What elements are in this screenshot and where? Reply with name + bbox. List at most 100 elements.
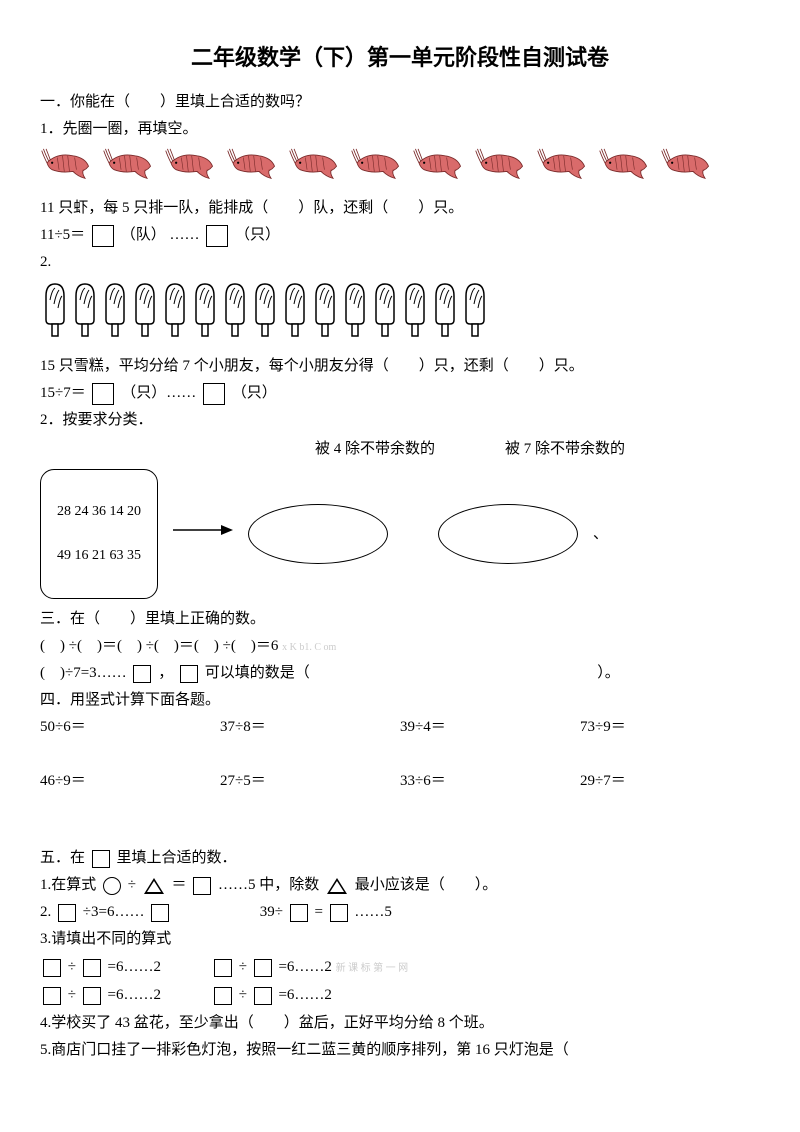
sec3-line1: ( ) ÷( )＝( ) ÷( )＝( ) ÷( )＝6 x K b1. C o…	[40, 634, 760, 658]
shrimp-icon	[598, 147, 650, 190]
q1-a: 1.在算式	[40, 877, 96, 893]
q5-1: 1.在算式 ÷ ＝ ……5 中，除数 最小应该是（ ）。	[40, 873, 760, 897]
popsicle-icon	[370, 280, 400, 348]
shrimp-equation: 11÷5＝ （队） …… （只）	[40, 223, 760, 247]
answer-box[interactable]	[254, 987, 272, 1005]
popsicle-eq-b: （只）……	[121, 385, 196, 401]
answer-box[interactable]	[290, 904, 308, 922]
sec3-heading: 三．在（ ）里填上正确的数。	[40, 607, 760, 631]
triangle-icon	[144, 878, 164, 894]
col2-label: 被 7 除不带余数的	[495, 437, 635, 461]
q2-a: 2.	[40, 904, 51, 920]
answer-box[interactable]	[214, 987, 232, 1005]
eq-item: ÷ =6……2 新 课 标 第 一 网	[211, 955, 408, 979]
answer-box[interactable]	[193, 877, 211, 895]
answer-box[interactable]	[83, 959, 101, 977]
popsicle-eq-c: （只）	[232, 385, 277, 401]
answer-box[interactable]	[214, 959, 232, 977]
shrimp-eq-b: （队） ……	[121, 227, 200, 243]
answer-box[interactable]	[206, 225, 228, 247]
eq-item: ÷ =6……2	[40, 983, 161, 1007]
popsicle-icon	[100, 280, 130, 348]
q5-5: 5.商店门口挂了一排彩色灯泡，按照一红二蓝三黄的顺序排列，第 16 只灯泡是（	[40, 1038, 760, 1062]
calc-item: 29÷7＝	[580, 769, 760, 793]
q2-b: ÷3=6……	[83, 904, 145, 920]
popsicle-icon	[400, 280, 430, 348]
answer-box[interactable]	[180, 665, 198, 683]
answer-box[interactable]	[330, 904, 348, 922]
shrimp-icon	[660, 147, 712, 190]
q5-3-label: 3.请填出不同的算式	[40, 927, 760, 951]
sec5-a: 五．在	[40, 850, 85, 866]
answer-box[interactable]	[92, 383, 114, 405]
answer-box[interactable]	[43, 987, 61, 1005]
div-sign: ÷	[68, 987, 76, 1003]
q1-b: ÷	[128, 877, 136, 893]
calc-row-1: 50÷6＝37÷8＝39÷4＝73÷9＝	[40, 715, 760, 739]
eq-text: ( ) ÷( )＝( ) ÷( )＝( ) ÷( )＝6	[40, 638, 278, 654]
popsicle-eq-a: 15÷7＝	[40, 385, 86, 401]
sec2-heading: 2．按要求分类．	[40, 408, 760, 432]
popsicle-equation: 15÷7＝ （只）…… （只）	[40, 381, 760, 405]
popsicle-icon	[460, 280, 490, 348]
classify-row: 28 24 36 14 20 49 16 21 63 35 、	[40, 469, 760, 599]
popsicle-icon	[220, 280, 250, 348]
answer-box[interactable]	[254, 959, 272, 977]
triangle-icon	[327, 878, 347, 894]
popsicle-icon	[190, 280, 220, 348]
answer-box[interactable]	[58, 904, 76, 922]
answer-box[interactable]	[83, 987, 101, 1005]
q5-3-row1: ÷ =6……2 ÷ =6……2 新 课 标 第 一 网	[40, 955, 760, 979]
eq-item: ÷ =6……2	[211, 983, 332, 1007]
answer-oval[interactable]	[438, 504, 578, 564]
answer-box[interactable]	[133, 665, 151, 683]
shrimp-icon	[474, 147, 526, 190]
popsicle-text: 15 只雪糕，平均分给 7 个小朋友，每个小朋友分得（ ）只，还剩（ ）只。	[40, 354, 760, 378]
div-sign: ÷	[239, 959, 247, 975]
shrimp-text: 11 只虾，每 5 只排一队，能排成（ ）队，还剩（ ）只。	[40, 196, 760, 220]
q1-e: 最小应该是（ ）。	[355, 877, 498, 893]
q5-2: 2. ÷3=6…… 39÷ = ……5	[40, 900, 760, 924]
arrow-icon	[173, 520, 233, 548]
div-sign: ÷	[239, 987, 247, 1003]
answer-box[interactable]	[203, 383, 225, 405]
eq-tail: =6……2	[107, 959, 160, 975]
eq-tail: =6……2	[278, 959, 331, 975]
answer-box	[92, 850, 110, 868]
eq-b: ，	[158, 665, 173, 681]
shrimp-icon	[102, 147, 154, 190]
q5-3-row2: ÷ =6……2 ÷ =6……2	[40, 983, 760, 1007]
eq-d: ）。	[597, 665, 620, 681]
shrimp-eq-c: （只）	[235, 227, 280, 243]
calc-row-2: 46÷9＝27÷5＝33÷6＝29÷7＝	[40, 769, 760, 793]
calc-item: 37÷8＝	[220, 715, 400, 739]
popsicle-row	[40, 280, 760, 348]
eq-tail: =6……2	[278, 987, 331, 1003]
sec4-heading: 四．用竖式计算下面各题。	[40, 688, 760, 712]
watermark: x K b1. C om	[282, 642, 336, 653]
calc-item: 33÷6＝	[400, 769, 580, 793]
calc-item: 50÷6＝	[40, 715, 220, 739]
q1-label: 1．先圈一圈，再填空。	[40, 117, 760, 141]
popsicle-icon	[250, 280, 280, 348]
q2-label: 2.	[40, 250, 760, 274]
answer-box[interactable]	[92, 225, 114, 247]
q2-e: ……5	[354, 904, 392, 920]
calc-item: 39÷4＝	[400, 715, 580, 739]
shrimp-icon	[412, 147, 464, 190]
eq-c: 可以填的数是（	[205, 665, 310, 681]
circle-icon	[103, 877, 121, 895]
answer-box[interactable]	[151, 904, 169, 922]
calc-item: 27÷5＝	[220, 769, 400, 793]
shrimp-eq-a: 11÷5＝	[40, 227, 85, 243]
popsicle-icon	[310, 280, 340, 348]
div-sign: ÷	[68, 959, 76, 975]
q1-d: ……5 中，除数	[218, 877, 319, 893]
q2-c: 39÷	[260, 904, 283, 920]
q2-d: =	[314, 904, 322, 920]
comma: 、	[593, 522, 608, 546]
answer-oval[interactable]	[248, 504, 388, 564]
shrimp-icon	[164, 147, 216, 190]
answer-box[interactable]	[43, 959, 61, 977]
shrimp-icon	[288, 147, 340, 190]
